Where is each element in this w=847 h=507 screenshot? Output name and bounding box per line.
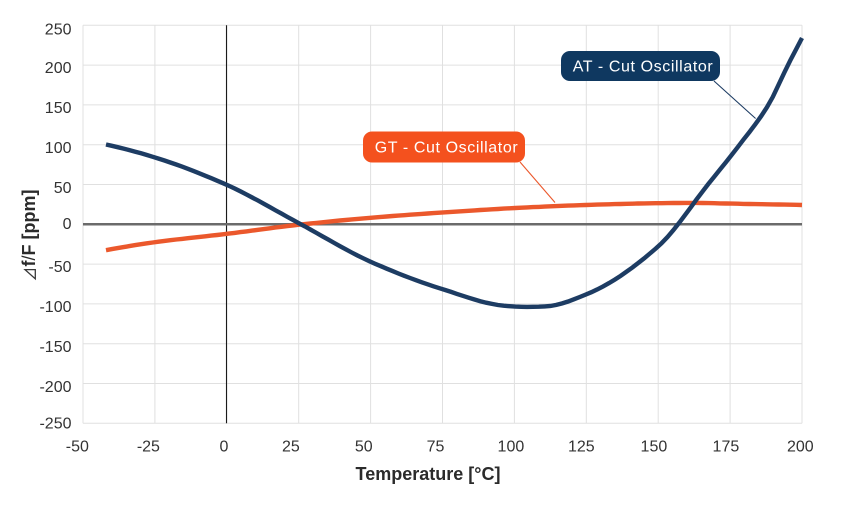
svg-text:0: 0	[219, 438, 228, 455]
svg-text:125: 125	[568, 438, 595, 455]
svg-text:50: 50	[355, 438, 373, 455]
svg-text:150: 150	[641, 438, 668, 455]
svg-text:-250: -250	[39, 416, 71, 433]
svg-text:-200: -200	[39, 379, 71, 396]
svg-text:200: 200	[787, 438, 814, 455]
svg-text:-50: -50	[66, 438, 89, 455]
svg-text:-150: -150	[39, 339, 71, 356]
svg-text:150: 150	[45, 100, 72, 117]
svg-text:f/F [ppm]: f/F [ppm]	[19, 190, 39, 267]
svg-text:AT - Cut Oscillator: AT - Cut Oscillator	[573, 59, 714, 76]
svg-text:100: 100	[45, 140, 72, 157]
svg-text:0: 0	[63, 216, 72, 233]
svg-text:100: 100	[498, 438, 525, 455]
svg-text:175: 175	[713, 438, 740, 455]
svg-text:75: 75	[427, 438, 445, 455]
svg-text:200: 200	[45, 60, 72, 77]
svg-text:Temperature [°C]: Temperature [°C]	[356, 464, 501, 484]
svg-text:GT - Cut Oscillator: GT - Cut Oscillator	[375, 140, 519, 157]
svg-text:-50: -50	[48, 259, 71, 276]
svg-text:-100: -100	[39, 299, 71, 316]
svg-text:-25: -25	[137, 438, 160, 455]
svg-text:250: 250	[45, 21, 72, 38]
svg-text:25: 25	[282, 438, 300, 455]
svg-text:50: 50	[54, 180, 72, 197]
